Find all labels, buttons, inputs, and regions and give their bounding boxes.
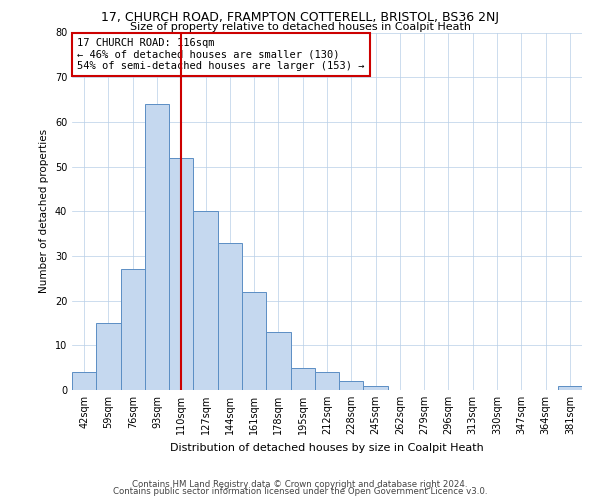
Bar: [169, 158, 193, 390]
Bar: [339, 381, 364, 390]
Bar: [558, 386, 582, 390]
Text: 17, CHURCH ROAD, FRAMPTON COTTERELL, BRISTOL, BS36 2NJ: 17, CHURCH ROAD, FRAMPTON COTTERELL, BRI…: [101, 11, 499, 24]
Bar: [242, 292, 266, 390]
Bar: [290, 368, 315, 390]
Bar: [96, 323, 121, 390]
Bar: [266, 332, 290, 390]
Text: Size of property relative to detached houses in Coalpit Heath: Size of property relative to detached ho…: [130, 22, 470, 32]
Y-axis label: Number of detached properties: Number of detached properties: [39, 129, 49, 294]
Bar: [364, 386, 388, 390]
Bar: [315, 372, 339, 390]
Bar: [193, 211, 218, 390]
Text: Contains public sector information licensed under the Open Government Licence v3: Contains public sector information licen…: [113, 487, 487, 496]
Text: Contains HM Land Registry data © Crown copyright and database right 2024.: Contains HM Land Registry data © Crown c…: [132, 480, 468, 489]
Bar: [218, 242, 242, 390]
Text: 17 CHURCH ROAD: 116sqm
← 46% of detached houses are smaller (130)
54% of semi-de: 17 CHURCH ROAD: 116sqm ← 46% of detached…: [77, 38, 365, 71]
Bar: [121, 270, 145, 390]
Bar: [72, 372, 96, 390]
X-axis label: Distribution of detached houses by size in Coalpit Heath: Distribution of detached houses by size …: [170, 442, 484, 452]
Bar: [145, 104, 169, 390]
